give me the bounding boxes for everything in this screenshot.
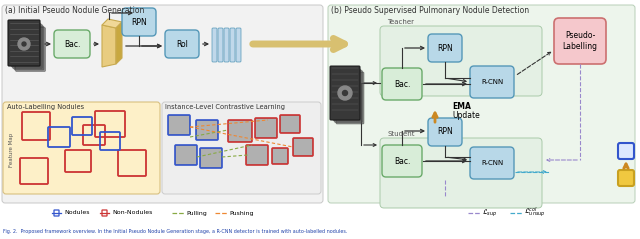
Text: Fig. 2.  Proposed framework overview. In the Initial Pseudo Nodule Generation st: Fig. 2. Proposed framework overview. In … xyxy=(3,228,348,234)
FancyBboxPatch shape xyxy=(3,102,160,194)
FancyBboxPatch shape xyxy=(162,102,321,194)
Text: $\mathcal{L}^{col}_{unsup}$: $\mathcal{L}^{col}_{unsup}$ xyxy=(524,206,546,220)
FancyBboxPatch shape xyxy=(224,28,229,62)
FancyBboxPatch shape xyxy=(14,26,44,70)
FancyBboxPatch shape xyxy=(176,146,196,164)
FancyBboxPatch shape xyxy=(335,71,362,123)
Text: Pulling: Pulling xyxy=(186,211,207,216)
FancyBboxPatch shape xyxy=(272,148,288,164)
Circle shape xyxy=(342,91,348,96)
FancyBboxPatch shape xyxy=(2,5,323,203)
Text: Labelling: Labelling xyxy=(563,42,598,50)
Text: Bac.: Bac. xyxy=(394,80,410,88)
Text: (b) Pseudo Supervised Pulmonary Nodule Detection: (b) Pseudo Supervised Pulmonary Nodule D… xyxy=(331,5,529,15)
FancyBboxPatch shape xyxy=(228,120,252,142)
Text: Auto-Labelling Nodules: Auto-Labelling Nodules xyxy=(7,104,84,110)
Text: RoI: RoI xyxy=(176,39,188,49)
FancyBboxPatch shape xyxy=(201,149,221,167)
Text: Instance-Level Contrastive Learning: Instance-Level Contrastive Learning xyxy=(165,104,285,110)
Text: Non-Nodules: Non-Nodules xyxy=(112,211,152,216)
FancyBboxPatch shape xyxy=(247,146,267,164)
Text: Nodules: Nodules xyxy=(64,211,90,216)
FancyBboxPatch shape xyxy=(428,118,462,146)
Text: EMA: EMA xyxy=(452,102,471,110)
FancyBboxPatch shape xyxy=(280,115,300,133)
Circle shape xyxy=(338,86,352,100)
Text: Feature Map: Feature Map xyxy=(10,133,15,167)
FancyBboxPatch shape xyxy=(380,138,542,208)
Text: (a) Initial Pseudo Nodule Generation: (a) Initial Pseudo Nodule Generation xyxy=(5,5,145,15)
FancyBboxPatch shape xyxy=(13,25,42,69)
FancyBboxPatch shape xyxy=(618,143,634,159)
FancyBboxPatch shape xyxy=(11,23,41,67)
Text: RPN: RPN xyxy=(437,127,453,136)
FancyBboxPatch shape xyxy=(122,8,156,36)
FancyBboxPatch shape xyxy=(169,116,189,134)
FancyBboxPatch shape xyxy=(428,34,462,62)
FancyBboxPatch shape xyxy=(168,115,190,135)
FancyBboxPatch shape xyxy=(294,139,312,155)
Text: Student: Student xyxy=(387,131,415,137)
FancyBboxPatch shape xyxy=(333,69,361,121)
Text: Pushing: Pushing xyxy=(229,211,253,216)
FancyBboxPatch shape xyxy=(255,118,277,138)
FancyBboxPatch shape xyxy=(218,28,223,62)
FancyBboxPatch shape xyxy=(380,26,542,96)
FancyBboxPatch shape xyxy=(212,28,217,62)
Circle shape xyxy=(18,38,30,50)
FancyBboxPatch shape xyxy=(293,138,313,156)
FancyBboxPatch shape xyxy=(236,28,241,62)
Polygon shape xyxy=(102,19,122,28)
FancyBboxPatch shape xyxy=(330,66,360,120)
FancyBboxPatch shape xyxy=(328,5,635,203)
FancyBboxPatch shape xyxy=(618,170,634,186)
FancyBboxPatch shape xyxy=(382,68,422,100)
FancyBboxPatch shape xyxy=(54,30,90,58)
FancyBboxPatch shape xyxy=(470,66,514,98)
FancyBboxPatch shape xyxy=(256,119,276,137)
FancyBboxPatch shape xyxy=(246,145,268,165)
FancyBboxPatch shape xyxy=(200,148,222,168)
FancyBboxPatch shape xyxy=(197,121,217,139)
Text: $\mathcal{L}_{sup}$: $\mathcal{L}_{sup}$ xyxy=(482,207,497,219)
Text: Teacher: Teacher xyxy=(387,19,414,25)
FancyBboxPatch shape xyxy=(281,116,299,132)
Text: RPN: RPN xyxy=(437,43,453,53)
FancyBboxPatch shape xyxy=(10,22,40,65)
FancyBboxPatch shape xyxy=(230,28,235,62)
FancyBboxPatch shape xyxy=(554,18,606,64)
Text: RPN: RPN xyxy=(131,17,147,27)
FancyBboxPatch shape xyxy=(382,145,422,177)
Text: R-CNN: R-CNN xyxy=(481,79,503,85)
FancyBboxPatch shape xyxy=(165,30,199,58)
FancyBboxPatch shape xyxy=(273,149,287,163)
Text: R-CNN: R-CNN xyxy=(481,160,503,166)
FancyBboxPatch shape xyxy=(15,27,45,71)
Polygon shape xyxy=(116,22,122,64)
Circle shape xyxy=(22,42,26,46)
FancyBboxPatch shape xyxy=(332,67,360,120)
Text: Bac.: Bac. xyxy=(64,39,80,49)
Text: Update: Update xyxy=(452,110,480,120)
Text: Pseudo-: Pseudo- xyxy=(565,31,595,39)
FancyBboxPatch shape xyxy=(336,72,364,124)
Polygon shape xyxy=(102,25,116,67)
FancyBboxPatch shape xyxy=(175,145,197,165)
FancyBboxPatch shape xyxy=(470,147,514,179)
FancyBboxPatch shape xyxy=(8,20,40,66)
Text: Bac.: Bac. xyxy=(394,157,410,165)
FancyBboxPatch shape xyxy=(229,121,251,141)
FancyBboxPatch shape xyxy=(196,120,218,140)
